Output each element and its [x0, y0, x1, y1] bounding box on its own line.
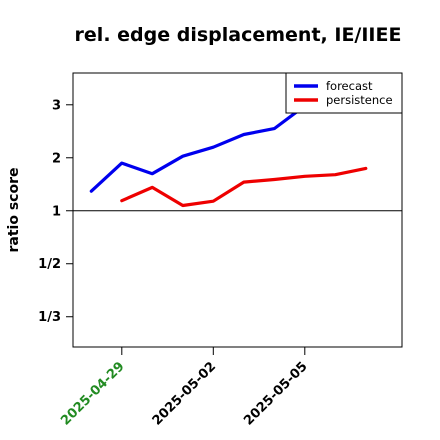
legend-box: [285, 72, 403, 114]
x-tick-label: 2025-05-05: [241, 359, 310, 428]
legend-label-1: persistence: [326, 93, 393, 107]
y-tick-label: 3: [52, 98, 61, 113]
series-line-1: [120, 166, 368, 208]
y-tick-label: 1: [52, 204, 61, 219]
y-tick-label: 1/2: [38, 257, 61, 272]
x-tick-label: 2025-05-02: [150, 359, 219, 428]
y-tick-label: 1/3: [38, 310, 61, 325]
legend-label-0: forecast: [326, 79, 373, 93]
plot-frame: [72, 72, 403, 348]
x-tick-label: 2025-04-29: [58, 359, 127, 428]
y-tick-label: 2: [52, 151, 61, 166]
chart-title: rel. edge displacement, IE/IIEE: [74, 24, 402, 46]
